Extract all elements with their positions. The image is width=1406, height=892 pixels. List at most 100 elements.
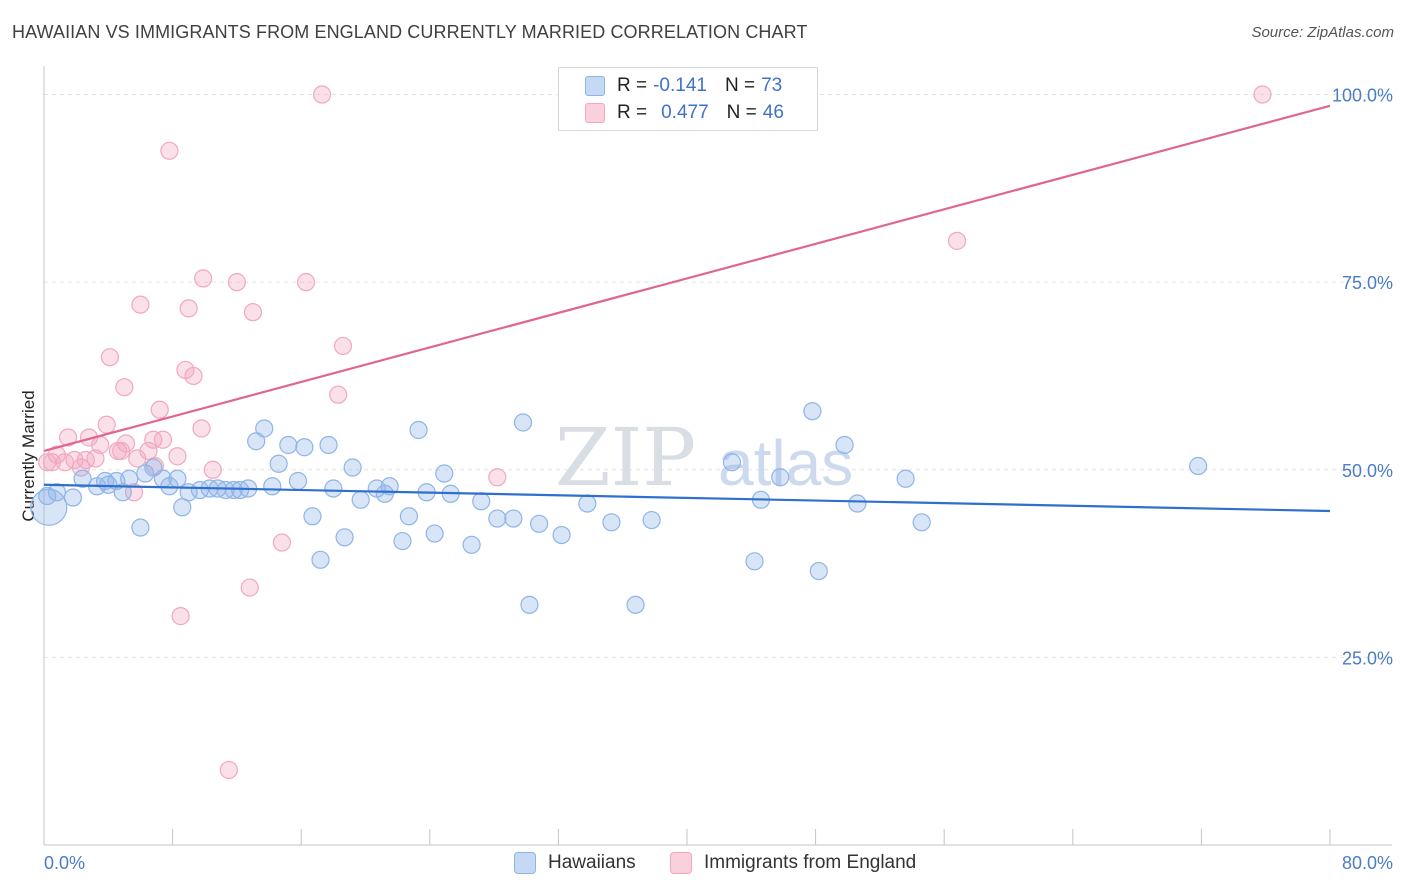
england-point bbox=[227, 273, 246, 292]
axes bbox=[43, 66, 1392, 846]
hawaiians-point bbox=[425, 524, 444, 543]
england-point bbox=[272, 533, 292, 552]
legend-swatch-hawaiians bbox=[585, 76, 605, 96]
hawaiians-point bbox=[303, 507, 322, 526]
gridlines bbox=[44, 94, 1392, 658]
hawaiians-point bbox=[324, 479, 343, 498]
england-trend-line bbox=[43, 104, 1331, 453]
hawaiians-point bbox=[38, 486, 57, 506]
hawaiians-point bbox=[602, 513, 621, 532]
legend-r-value: -0.141 bbox=[653, 75, 707, 96]
england-point bbox=[144, 430, 163, 449]
hawaiians-point bbox=[190, 480, 210, 500]
hawaiians-point bbox=[848, 494, 867, 513]
legend-row-england: R = 0.477 N = 46 bbox=[585, 101, 784, 125]
watermark: ZIP atlas bbox=[555, 411, 853, 504]
chart-source: Source: ZipAtlas.com bbox=[1251, 24, 1394, 41]
legend-label-hawaiians: Hawaiians bbox=[548, 852, 636, 873]
hawaiians-point bbox=[520, 595, 539, 614]
y-tick-labels: 25.0% 50.0% 75.0% 100.0% bbox=[1332, 86, 1393, 669]
hawaiians-point bbox=[399, 507, 419, 526]
hawaiians-point bbox=[73, 469, 92, 488]
hawaiians-point bbox=[409, 420, 428, 440]
trend-lines bbox=[43, 104, 1331, 513]
england-point bbox=[296, 273, 316, 292]
hawaiians-point bbox=[351, 490, 370, 509]
england-point bbox=[243, 303, 263, 322]
legend-row-hawaiians: R = -0.141 N = 73 bbox=[585, 74, 783, 98]
england-point bbox=[1253, 85, 1272, 104]
hawaiians-point bbox=[99, 475, 118, 494]
hawaiians-point bbox=[131, 518, 150, 537]
hawaiians-point bbox=[896, 469, 915, 488]
hawaiians-point bbox=[803, 402, 822, 421]
legend-n-label: N = bbox=[724, 75, 756, 96]
hawaiians-point bbox=[504, 509, 523, 528]
england-point bbox=[139, 441, 158, 461]
hawaiians-point bbox=[380, 477, 399, 496]
hawaiians-point bbox=[47, 483, 66, 502]
england-point bbox=[131, 295, 150, 314]
hawaiians-point bbox=[311, 550, 330, 569]
england-point bbox=[97, 415, 116, 434]
y-tick-label: 50.0% bbox=[1342, 461, 1393, 481]
england-point bbox=[153, 430, 173, 449]
england-point bbox=[76, 450, 95, 470]
legend-n-value: 73 bbox=[761, 75, 783, 96]
england-point bbox=[59, 428, 78, 447]
chart-title: HAWAIIAN VS IMMIGRANTS FROM ENGLAND CURR… bbox=[12, 22, 808, 42]
hawaiians-point bbox=[835, 435, 854, 455]
y-tick-label: 100.0% bbox=[1332, 86, 1393, 106]
hawaiians-point bbox=[912, 513, 931, 532]
hawaiians-point bbox=[30, 488, 68, 526]
england-point bbox=[947, 231, 967, 250]
hawaiians-point bbox=[288, 471, 308, 491]
hawaiians-point bbox=[722, 453, 742, 472]
y-tick-label: 25.0% bbox=[1342, 648, 1393, 668]
x-tick-label: 80.0% bbox=[1342, 853, 1393, 873]
hawaiians-point bbox=[488, 509, 507, 528]
hawaiians-point bbox=[269, 454, 288, 473]
england-point bbox=[42, 453, 62, 472]
hawaiians-point bbox=[552, 525, 571, 545]
x-tick-label: 0.0% bbox=[44, 853, 85, 873]
series-legend: Hawaiians Immigrants from England bbox=[0, 852, 1406, 878]
hawaiians-point bbox=[343, 458, 362, 477]
y-tick-label: 75.0% bbox=[1342, 273, 1393, 293]
hawaiians-point bbox=[224, 480, 243, 500]
hawaiians-point bbox=[809, 561, 828, 581]
hawaiians-point bbox=[279, 435, 298, 455]
hawaiians-point bbox=[319, 435, 338, 455]
england-point bbox=[86, 449, 105, 468]
legend-n-label: N = bbox=[726, 102, 757, 123]
england-point bbox=[160, 141, 179, 160]
legend-item-hawaiians[interactable]: Hawaiians bbox=[514, 852, 636, 874]
england-point bbox=[179, 299, 198, 318]
legend-r-value: 0.477 bbox=[661, 102, 709, 123]
legend-n-value: 46 bbox=[762, 102, 784, 123]
hawaiians-point bbox=[472, 492, 491, 511]
england-point bbox=[91, 435, 110, 455]
hawaiians-point bbox=[771, 468, 790, 487]
england-point bbox=[194, 269, 213, 288]
legend-item-england[interactable]: Immigrants from England bbox=[670, 852, 916, 874]
england-point bbox=[150, 400, 169, 419]
hawaiians-point bbox=[1189, 456, 1208, 476]
legend-swatch-hawaiians bbox=[514, 852, 536, 874]
hawaiians-point bbox=[120, 469, 139, 488]
y-axis-label: Currently Married bbox=[19, 390, 38, 521]
hawaiians-point bbox=[173, 498, 192, 517]
england-point bbox=[168, 447, 187, 466]
hawaiians-point bbox=[462, 535, 481, 554]
england-point bbox=[329, 385, 348, 404]
hawaiians-point bbox=[435, 464, 454, 483]
hawaiians-point bbox=[578, 494, 597, 513]
hawaiians-point bbox=[530, 514, 549, 533]
legend-r-label: R = bbox=[617, 102, 648, 123]
england-point bbox=[38, 453, 57, 472]
england-point bbox=[184, 366, 203, 386]
hawaiians-trend-line bbox=[43, 483, 1331, 513]
hawaiians-point bbox=[513, 413, 533, 432]
correlation-legend: R = -0.141 N = 73 R = 0.477 N = 46 bbox=[558, 67, 818, 131]
watermark-zip: ZIP bbox=[555, 411, 696, 504]
